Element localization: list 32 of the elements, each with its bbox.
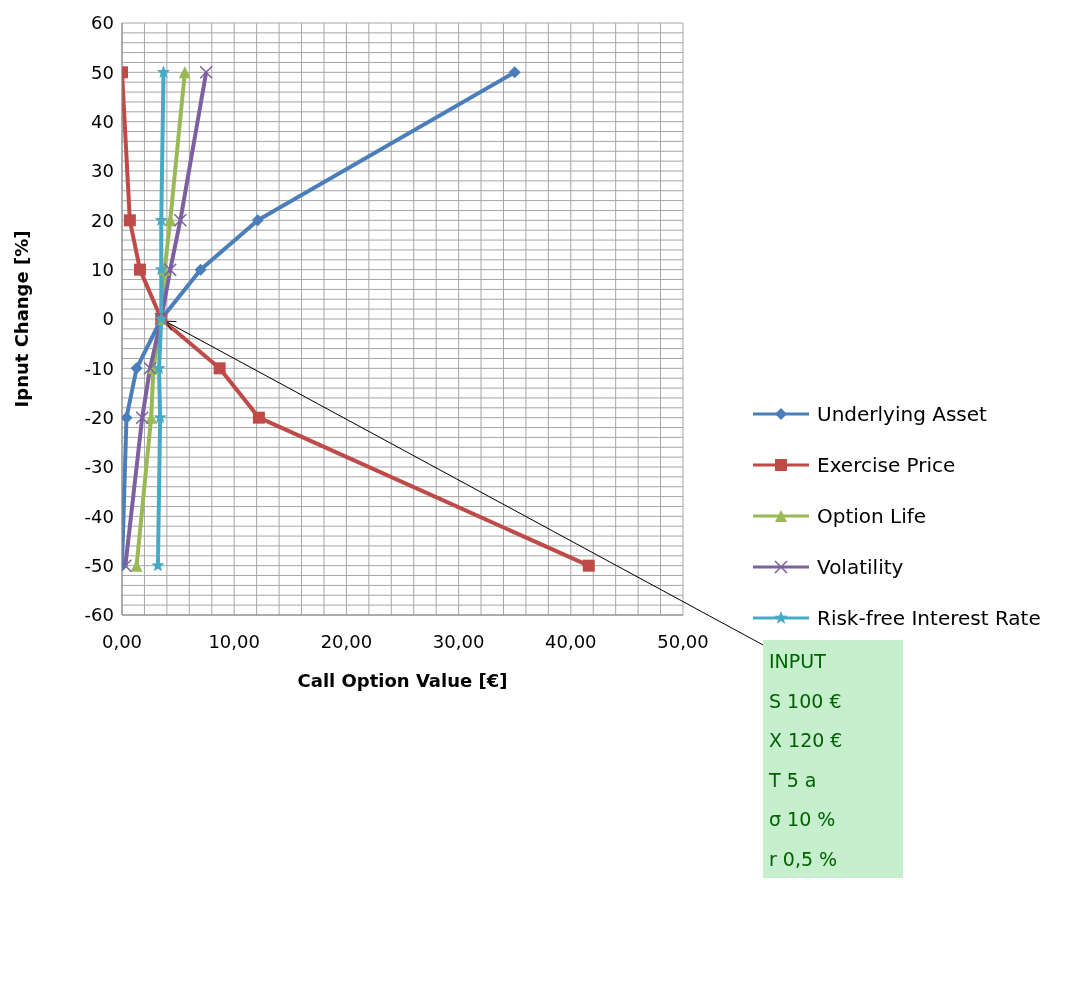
y-tick-label: 0 <box>102 308 114 330</box>
y-tick-label: 40 <box>91 111 114 133</box>
y-tick-label: 50 <box>91 61 114 83</box>
text: X 120 € <box>769 729 843 751</box>
x-tick-label: 10,00 <box>208 630 260 652</box>
x-tick-label: 0,00 <box>101 630 143 652</box>
annotation: INPUT <box>769 650 827 672</box>
y-tick-label: 60 <box>91 12 114 34</box>
y-tick-label: -40 <box>84 505 114 527</box>
x-tick-label: 20,00 <box>320 630 373 652</box>
x-axis-title: Call Option Value [€] <box>297 670 508 691</box>
x-tick-label: 50,00 <box>657 630 709 652</box>
text: r 0,5 % <box>769 847 838 870</box>
legend-label: Exercise Price <box>817 452 956 477</box>
text: T 5 a <box>768 768 817 791</box>
legend-label: Volatility <box>817 554 904 579</box>
y-tick-label: 20 <box>91 209 114 231</box>
x-tick-label: 40,00 <box>545 630 597 652</box>
y-tick-label: -20 <box>84 407 114 429</box>
legend-label: Underlying Asset <box>817 401 987 426</box>
y-tick-label: -50 <box>84 555 114 577</box>
y-tick-label: 10 <box>91 259 114 281</box>
text: σ 10 % <box>769 808 836 830</box>
y-tick-label: -60 <box>84 604 114 626</box>
legend-label: Risk-free Interest Rate <box>817 605 1041 630</box>
y-tick-label: -10 <box>84 357 114 379</box>
text: S 100 € <box>769 689 842 712</box>
y-tick-label: -30 <box>84 456 114 478</box>
legend-label: Option Life <box>817 503 927 528</box>
y-tick-label: 30 <box>91 160 114 182</box>
x-tick-label: 30,00 <box>432 630 485 652</box>
y-axis-title: Ipnut Change [%] <box>11 230 33 408</box>
